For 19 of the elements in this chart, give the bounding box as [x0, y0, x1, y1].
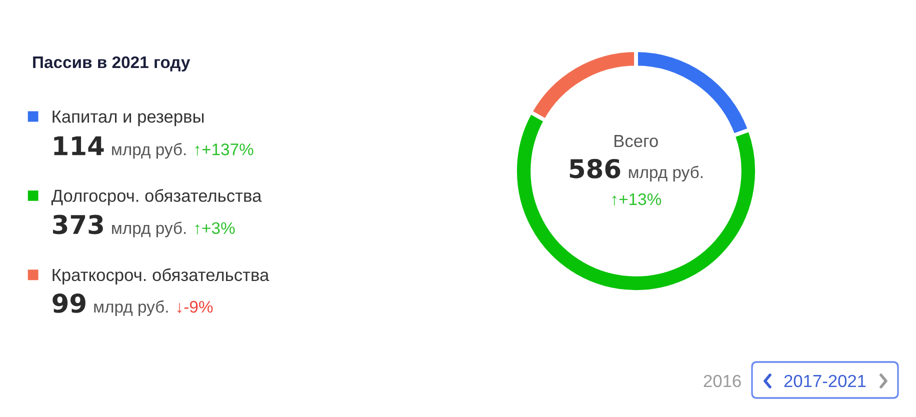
text: млрд руб. [112, 142, 186, 159]
chart-title: Пассив в 2021 году [33, 56, 190, 72]
text: 586 [570, 158, 620, 178]
data-label: 99 [52, 293, 86, 313]
text: млрд руб. [94, 300, 168, 316]
text: Всего [614, 135, 658, 148]
legend-label: Краткосроч. обязательства [52, 268, 270, 285]
text: 2016 [704, 374, 741, 388]
data-label: 114 [54, 136, 104, 156]
text: ↑+13% [612, 193, 662, 206]
text: ↑+137% [195, 144, 254, 156]
text: 2017-2021 [784, 374, 866, 388]
text: млрд руб. [112, 222, 186, 238]
text: ↓-9% [178, 300, 213, 314]
text: ↑+3% [195, 222, 235, 234]
text: млрд руб. [628, 166, 703, 182]
legend-label: Капитал и резервы [52, 110, 204, 126]
legend-label: Долгосроч. обязательства [51, 189, 262, 206]
data-label: 373 [53, 214, 103, 234]
